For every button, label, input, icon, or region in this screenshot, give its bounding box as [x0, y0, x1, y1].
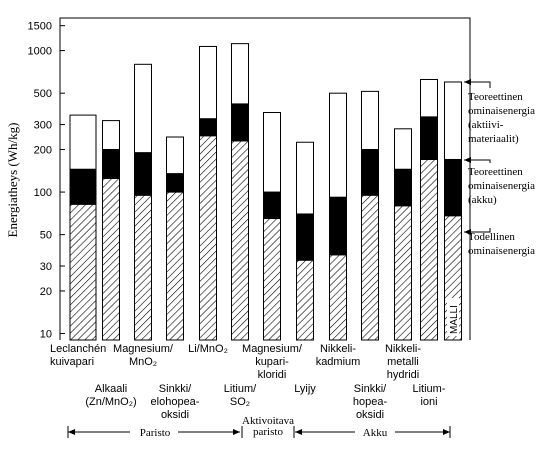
- bar-segment: [263, 218, 281, 341]
- bar-segment: [69, 168, 97, 205]
- bar-segment: [199, 135, 217, 341]
- y-axis-label: Energiatheys (Wh/kg): [5, 123, 20, 238]
- bar-segment: [102, 120, 120, 150]
- category-label: Lyijy: [294, 383, 316, 395]
- bar-segment: [444, 81, 462, 160]
- bar-segment: [296, 259, 314, 341]
- bar-segment: [394, 128, 412, 170]
- bar-segment: [420, 158, 438, 341]
- bar-segment: [361, 90, 379, 150]
- bar-segment: [69, 114, 97, 170]
- bar-segment: [296, 141, 314, 215]
- bar-segment: [166, 173, 184, 193]
- bar-segment: [134, 63, 152, 154]
- category-label-bg: [447, 298, 459, 336]
- category-label: MALLI: [449, 305, 460, 334]
- category-label: Nikkeli-kadmium: [316, 343, 361, 368]
- category-label: Litium-ioni: [412, 383, 445, 408]
- y-tick-label: 300: [34, 120, 52, 132]
- bar-segment: [199, 45, 217, 120]
- y-tick-label: 1500: [28, 21, 52, 33]
- category-label: Li/MnO₂: [188, 343, 228, 355]
- bar-segment: [361, 194, 379, 341]
- y-tick-label: 200: [34, 144, 52, 156]
- bar-segment: [263, 191, 281, 220]
- bar-segment: [231, 140, 249, 341]
- bar-segment: [394, 205, 412, 341]
- legend-label: Teoreettinen ominaisenergia (aktiivi-mater…: [468, 91, 535, 145]
- bar-segment: [102, 177, 120, 341]
- bar-segment: [420, 116, 438, 160]
- bar-segment: [329, 196, 347, 256]
- bar-segment: [134, 194, 152, 341]
- bar-segment: [231, 43, 249, 105]
- category-label: Litium/SO₂: [224, 383, 257, 408]
- plot-frame: [59, 17, 471, 340]
- y-tick-label: 20: [40, 286, 52, 298]
- bar-segment: [444, 158, 462, 217]
- bar-segment: [166, 136, 184, 175]
- category-label: Magnesium/kupari-kloridi: [242, 343, 303, 381]
- category-label: Alkaali (Zn/MnO₂): [85, 383, 136, 408]
- bar-segment: [361, 148, 379, 196]
- bar-segment: [69, 203, 97, 341]
- group-label: Akku: [363, 427, 388, 439]
- legend-label: Todellinen ominaisenergia: [468, 231, 535, 257]
- bar-segment: [329, 92, 347, 198]
- bar-segment: [102, 148, 120, 179]
- bar-segment: [231, 103, 249, 142]
- category-label: Magnesium/MnO₂: [113, 343, 174, 368]
- legend-arrow: [464, 228, 491, 235]
- category-label: Nikkeli-metalli hydridi: [385, 343, 421, 381]
- category-label: Sinkki/hopea-oksidi: [353, 383, 388, 421]
- y-tick-label: 50: [40, 230, 52, 242]
- bar-segment: [296, 213, 314, 261]
- bar-segment: [134, 152, 152, 196]
- group-label: Aktivoitava paristo: [242, 415, 294, 438]
- y-tick-label: 30: [40, 261, 52, 273]
- bar-segment: [199, 118, 217, 137]
- y-tick-label: 10: [40, 329, 52, 341]
- category-label: Sinkki/elohopea-oksidi: [151, 383, 200, 421]
- y-tick-label: 100: [34, 187, 52, 199]
- y-tick-label: 1000: [28, 46, 52, 58]
- bar-segment: [394, 168, 412, 207]
- category-label: Leclanchén kuivapari: [50, 343, 106, 368]
- bar-segment: [263, 112, 281, 193]
- legend-label: Teoreettinen ominaisenergia (akku): [468, 166, 535, 206]
- bar-segment: [166, 191, 184, 341]
- legend-arrow: [464, 157, 491, 163]
- y-tick-label: 500: [34, 88, 52, 100]
- group-label: Paristo: [140, 427, 171, 439]
- bar-segment: [329, 254, 347, 341]
- bar-segment: [420, 78, 438, 118]
- legend-arrow: [464, 79, 491, 88]
